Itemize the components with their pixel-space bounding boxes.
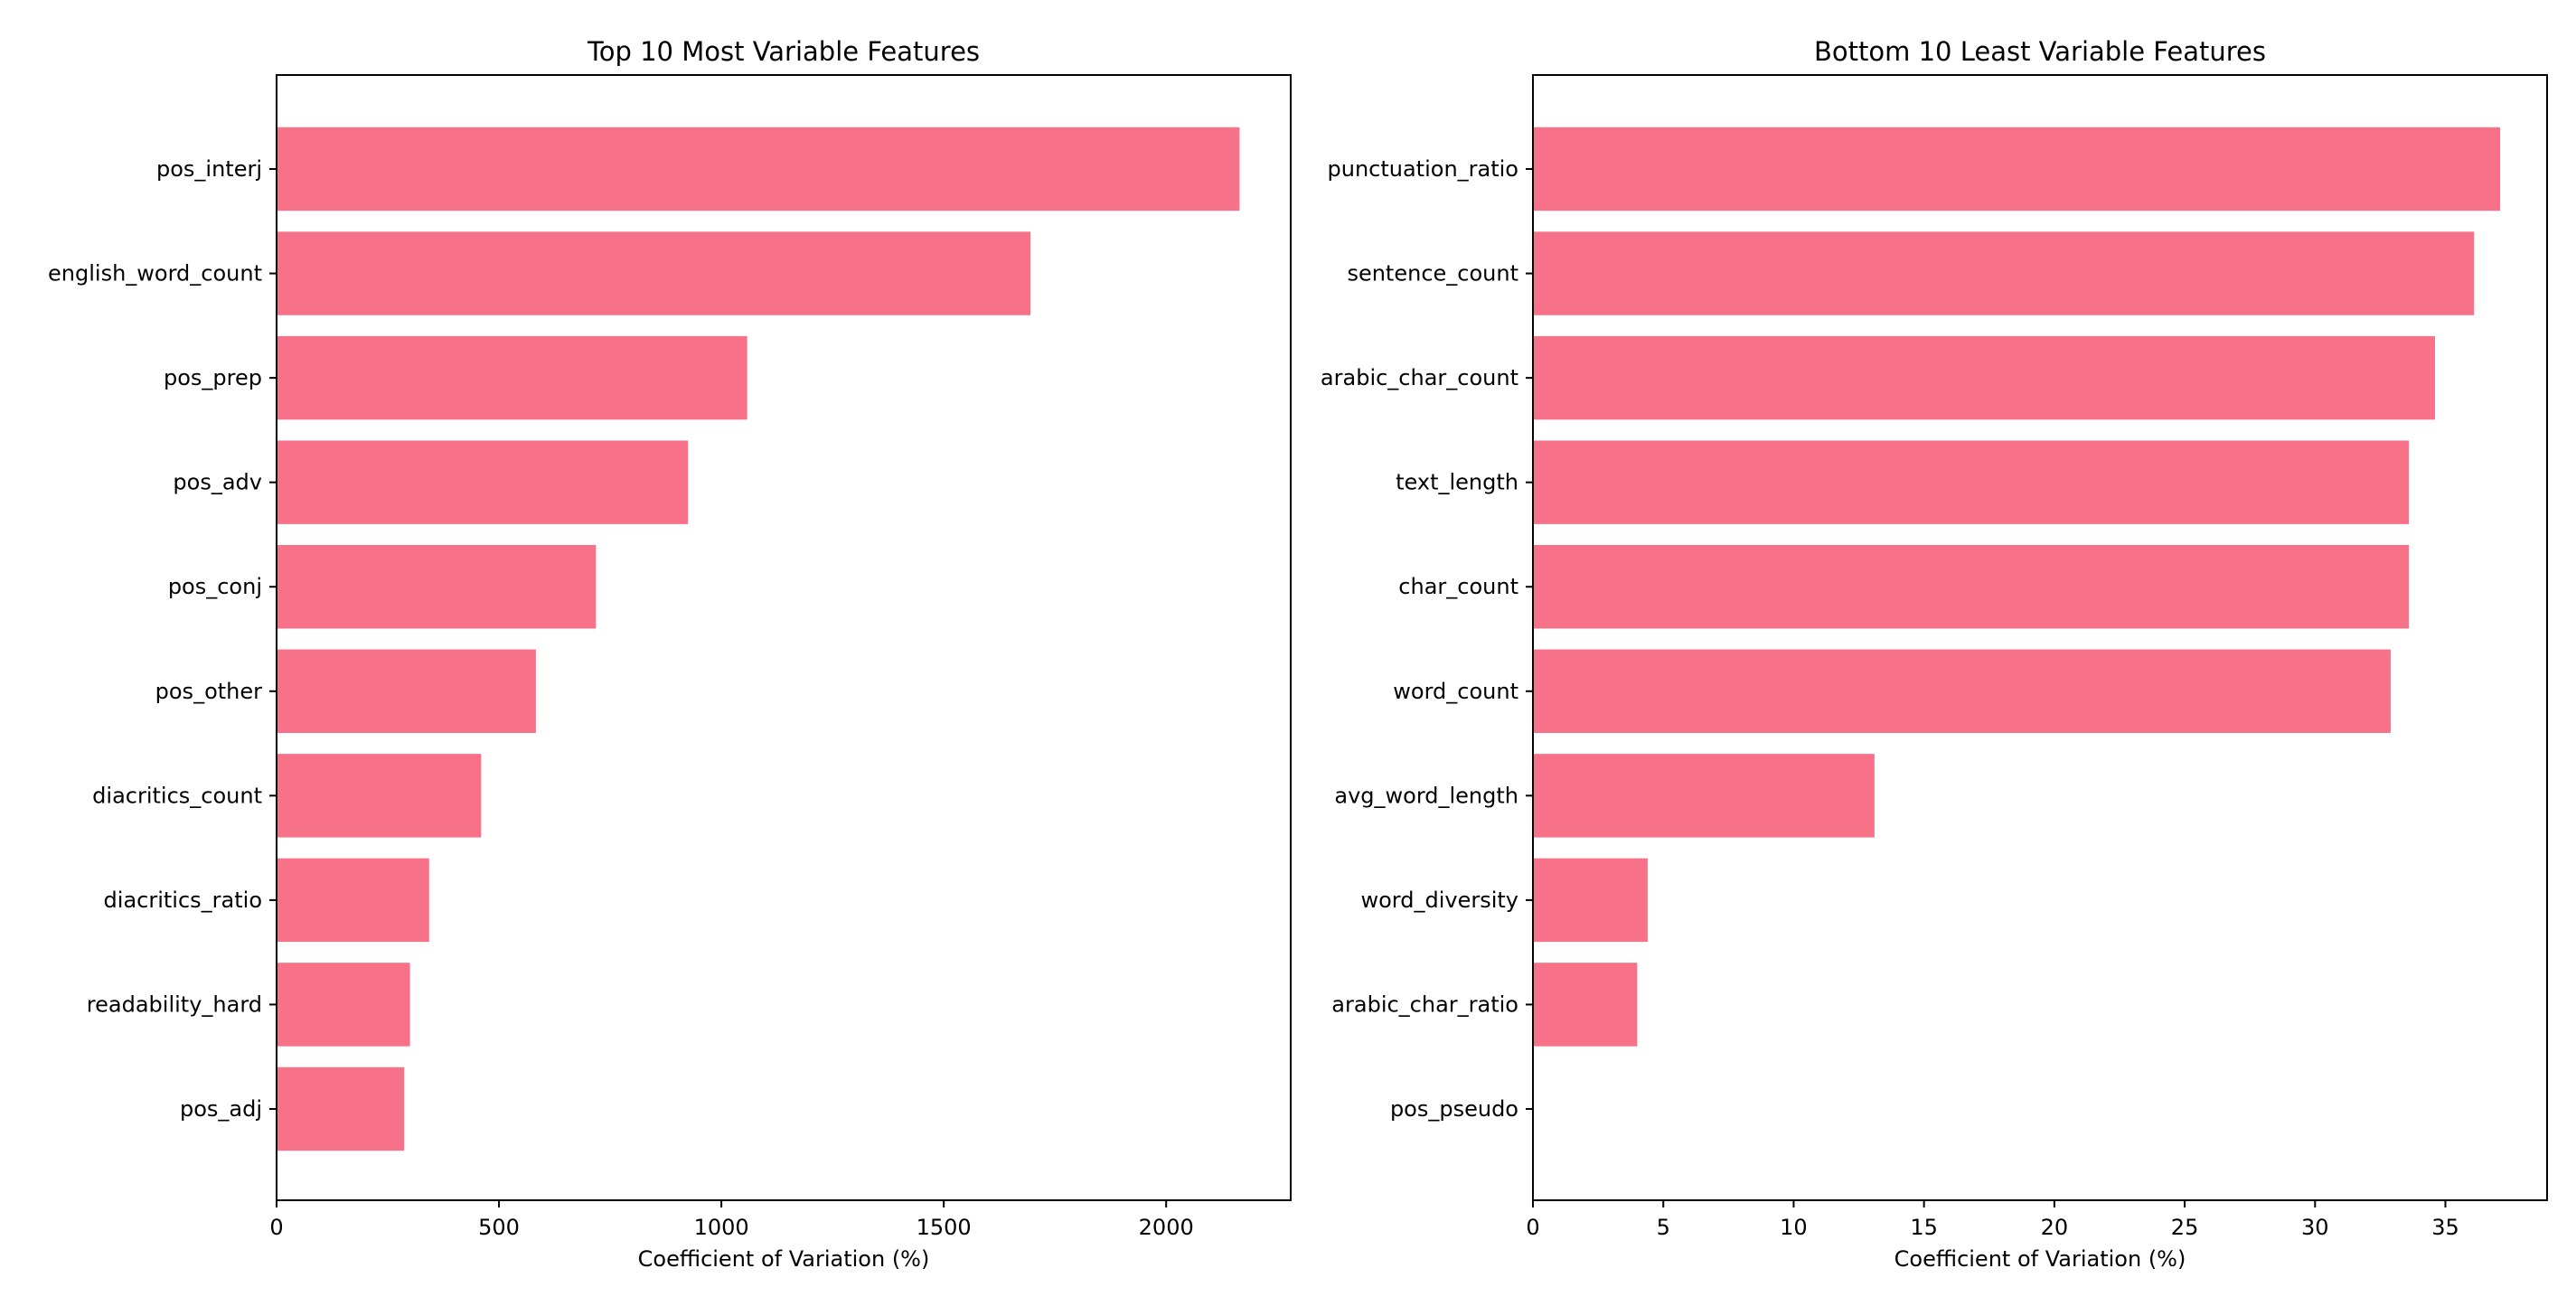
bar-arabic-char-ratio <box>1533 963 1638 1047</box>
bar-diacritics-count <box>277 754 482 838</box>
y-tick-label: word_diversity <box>1360 888 1518 913</box>
x-axis-label: Coefficient of Variation (%) <box>1894 1246 2186 1272</box>
y-tick-label: pos_prep <box>164 365 262 390</box>
bar-pos-prep <box>277 335 747 420</box>
y-tick-label: readability_hard <box>87 991 262 1017</box>
x-tick-label: 15 <box>1910 1215 1938 1240</box>
x-tick-label: 20 <box>2041 1215 2069 1240</box>
x-tick-label: 30 <box>2301 1215 2329 1240</box>
y-tick-label: pos_adv <box>173 470 262 495</box>
bar-word-diversity <box>1533 858 1648 943</box>
x-tick-label: 1000 <box>694 1215 749 1240</box>
y-tick-label: arabic_char_count <box>1321 365 1518 390</box>
y-tick-label: english_word_count <box>48 261 262 287</box>
bar-pos-other <box>277 649 536 733</box>
bar-avg-word-length <box>1533 754 1875 838</box>
y-tick-label: pos_adj <box>180 1096 262 1122</box>
y-tick-label: pos_pseudo <box>1390 1096 1518 1122</box>
bar-diacritics-ratio <box>277 858 429 943</box>
x-tick-label: 5 <box>1657 1215 1670 1240</box>
bar-pos-adv <box>277 440 689 524</box>
bar-english-word-count <box>277 231 1031 315</box>
y-tick-label: char_count <box>1398 574 1518 599</box>
x-axis-label: Coefficient of Variation (%) <box>638 1246 930 1272</box>
bar-arabic-char-count <box>1533 335 2435 420</box>
bar-pos-interj <box>277 127 1240 211</box>
bar-readability-hard <box>277 963 410 1047</box>
y-tick-label: word_count <box>1393 679 1518 704</box>
bar-pos-adj <box>277 1066 405 1151</box>
chart-title: Bottom 10 Least Variable Features <box>1814 36 2266 67</box>
y-tick-label: sentence_count <box>1347 261 1518 287</box>
y-tick-label: arabic_char_ratio <box>1331 991 1518 1017</box>
y-tick-label: pos_conj <box>168 574 262 599</box>
bar-text-length <box>1533 440 2410 524</box>
bar-sentence-count <box>1533 231 2475 315</box>
bar-pos-conj <box>277 545 597 629</box>
chart-panel-top-variable: pos_interj english_word_count pos_prep pos_… <box>48 36 1292 1272</box>
y-tick-label: pos_other <box>155 679 262 704</box>
bar-punctuation-ratio <box>1533 127 2501 211</box>
bar-word-count <box>1533 649 2391 733</box>
x-tick-label: 500 <box>478 1215 520 1240</box>
y-tick-label: punctuation_ratio <box>1328 156 1519 182</box>
y-tick-label: text_length <box>1396 470 1518 495</box>
x-tick-label: 10 <box>1780 1215 1808 1240</box>
y-tick-label: avg_word_length <box>1334 783 1518 808</box>
y-tick-label: diacritics_count <box>92 783 262 808</box>
plot-frame <box>1532 74 2548 1201</box>
y-tick-label: pos_interj <box>156 156 262 182</box>
plot-frame <box>276 74 1292 1201</box>
x-tick-label: 25 <box>2171 1215 2199 1240</box>
x-tick-label: 1500 <box>917 1215 972 1240</box>
x-tick-label: 0 <box>269 1215 283 1240</box>
x-tick-label: 35 <box>2431 1215 2459 1240</box>
x-tick-label: 2000 <box>1139 1215 1194 1240</box>
x-tick-label: 0 <box>1526 1215 1539 1240</box>
chart-title: Top 10 Most Variable Features <box>587 36 980 67</box>
y-tick-label: diacritics_ratio <box>104 888 262 913</box>
bar-char-count <box>1533 545 2410 629</box>
chart-panel-least-variable: punctuation_ratio sentence_count arabic_ch… <box>1321 36 2548 1272</box>
